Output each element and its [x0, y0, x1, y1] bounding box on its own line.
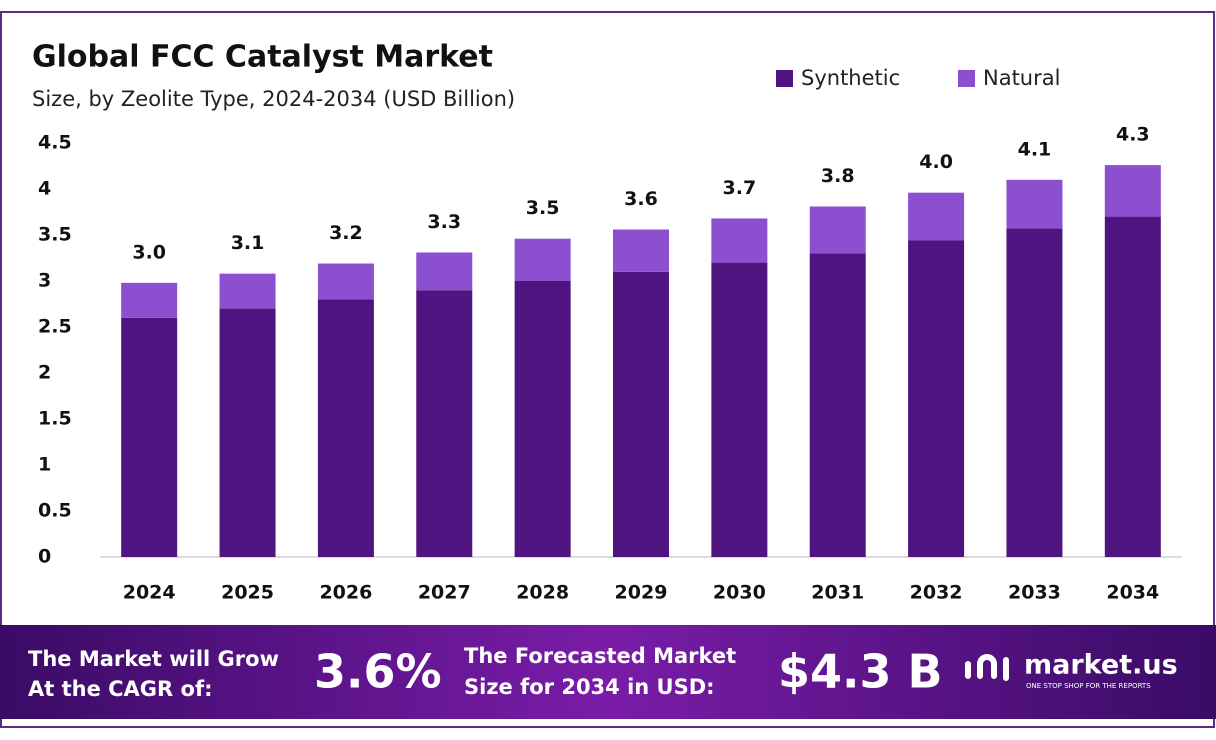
cagr-text: The Market will Grow	[28, 647, 279, 671]
x-tick-label: 2032	[910, 582, 963, 604]
x-tick-label: 2027	[418, 582, 471, 604]
y-tick-label: 2.5	[38, 316, 72, 338]
bar-segment	[416, 252, 473, 291]
x-tick-label: 2029	[615, 582, 668, 604]
total-label: 3.5	[526, 197, 560, 219]
y-tick-label: 4	[38, 178, 51, 200]
bar-segment	[908, 240, 965, 557]
footer-band	[0, 625, 1216, 719]
total-label: 3.1	[231, 232, 265, 254]
brand: market.us	[1024, 650, 1178, 681]
bar-segment	[908, 192, 965, 241]
chart-subtitle: Size, by Zeolite Type, 2024-2034 (USD Bi…	[32, 87, 515, 111]
forecast-text: Size for 2034 in USD:	[464, 675, 715, 699]
x-tick-label: 2028	[516, 582, 569, 604]
bar-segment	[613, 271, 669, 557]
x-tick-label: 2025	[221, 582, 274, 604]
bar-segment	[809, 206, 866, 254]
y-tick-label: 1.5	[38, 408, 72, 430]
x-tick-label: 2034	[1106, 582, 1159, 604]
bar-segment	[219, 273, 276, 309]
y-tick-label: 1	[38, 454, 51, 476]
brand-logo	[965, 654, 1009, 681]
bar-segment	[219, 308, 276, 557]
bar-segment	[514, 238, 571, 281]
legend-label: Natural	[983, 66, 1060, 90]
legend-swatch	[958, 70, 975, 87]
total-label: 3.7	[723, 177, 757, 199]
bar-segment	[613, 229, 669, 272]
bar-segment	[711, 218, 768, 263]
total-label: 3.3	[427, 211, 461, 233]
x-tick-label: 2030	[713, 582, 766, 604]
tagline: ONE STOP SHOP FOR THE REPORTS	[1026, 682, 1151, 690]
y-tick-label: 0.5	[38, 500, 72, 522]
total-label: 3.2	[329, 222, 363, 244]
x-tick-label: 2033	[1008, 582, 1061, 604]
bar-segment	[317, 299, 374, 557]
x-tick-label: 2024	[123, 582, 176, 604]
forecast-value: $4.3 B	[778, 645, 943, 699]
total-label: 3.0	[132, 241, 166, 263]
legend-swatch	[776, 70, 793, 87]
bar-segment	[416, 290, 473, 557]
total-label: 3.6	[624, 188, 658, 210]
chart-title: Global FCC Catalyst Market	[32, 40, 493, 75]
y-tick-label: 3.5	[38, 224, 72, 246]
total-label: 4.1	[1018, 138, 1052, 160]
bar-segment	[317, 263, 374, 300]
bar-segment	[514, 281, 571, 557]
bar-segment	[809, 253, 866, 557]
y-tick-label: 3	[38, 270, 51, 292]
y-tick-label: 4.5	[38, 132, 72, 154]
y-tick-label: 0	[38, 546, 51, 568]
cagr-text: At the CAGR of:	[28, 677, 213, 701]
bar-segment	[121, 317, 178, 557]
bar-segment	[121, 282, 178, 318]
bar-segment	[1104, 216, 1161, 557]
legend-label: Synthetic	[801, 66, 900, 90]
y-tick-label: 2	[38, 362, 51, 384]
forecast-text: The Forecasted Market	[464, 644, 736, 668]
cagr-value: 3.6%	[314, 645, 442, 699]
bar-segment	[711, 262, 768, 557]
total-label: 3.8	[821, 165, 855, 187]
bar-segment	[1104, 165, 1161, 217]
total-label: 4.0	[919, 151, 953, 173]
x-tick-label: 2026	[319, 582, 372, 604]
bar-segment	[1006, 179, 1063, 229]
bar-segment	[1006, 228, 1063, 557]
total-label: 4.3	[1116, 124, 1150, 146]
x-tick-label: 2031	[811, 582, 864, 604]
